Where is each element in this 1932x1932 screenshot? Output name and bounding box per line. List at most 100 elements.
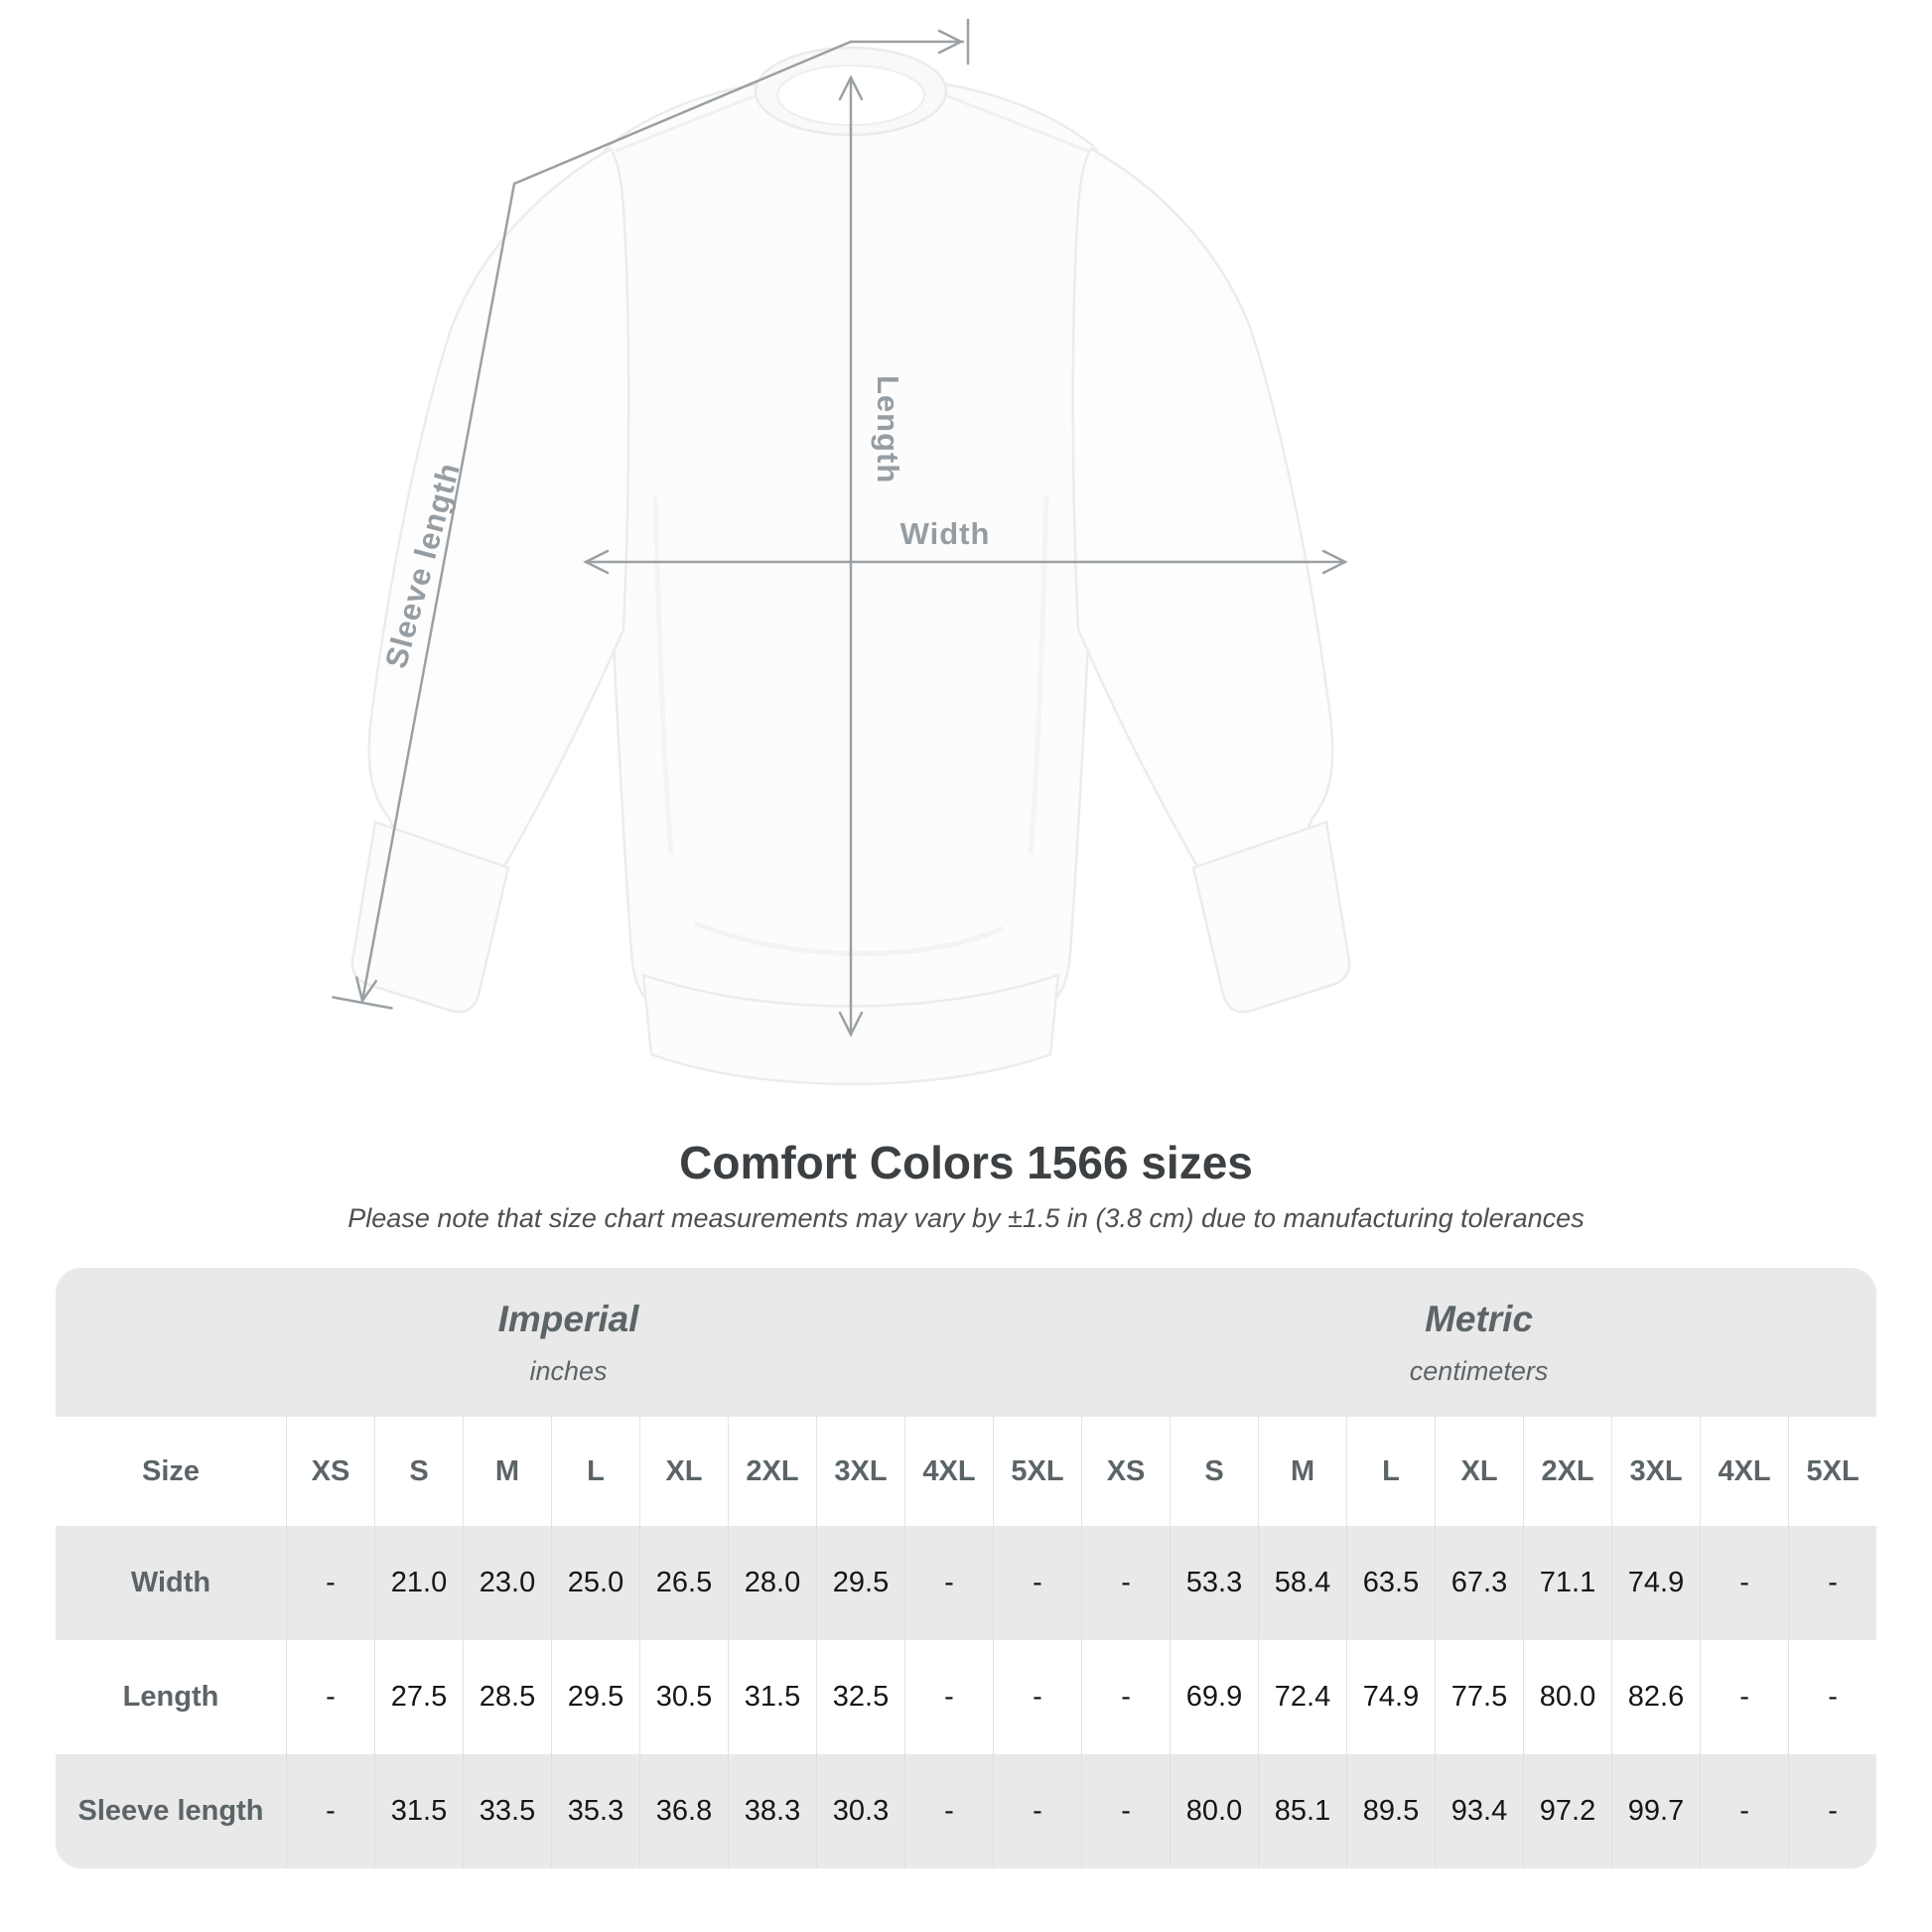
- product-measurement-diagram: Length Width Sleeve length: [332, 18, 1351, 1086]
- size-header-cell: S: [374, 1417, 463, 1526]
- value-cell: 28.5: [463, 1640, 551, 1754]
- value-cell: -: [1700, 1640, 1789, 1754]
- value-cell: -: [993, 1526, 1082, 1640]
- value-cell: 89.5: [1346, 1754, 1436, 1868]
- value-cell: -: [286, 1640, 374, 1754]
- measurement-row: Length -27.5 28.5 29.5 30.5 31.5 32.5- - -69.9 72…: [56, 1640, 1876, 1754]
- value-cell: -: [1788, 1754, 1876, 1868]
- value-cell: 85.1: [1258, 1754, 1347, 1868]
- value-cell: 27.5: [374, 1640, 463, 1754]
- value-cell: 53.3: [1170, 1526, 1259, 1640]
- value-cell: 36.8: [639, 1754, 728, 1868]
- sleeve-length-arrow: [332, 18, 970, 1010]
- measurement-row: Width -21.0 23.0 25.0 26.5 28.0 29.5- - -53.3 58.…: [56, 1526, 1876, 1640]
- value-cell: 97.2: [1523, 1754, 1612, 1868]
- fold-line: [1028, 495, 1049, 855]
- value-cell: 77.5: [1435, 1640, 1524, 1754]
- unit-header-row: Imperial inches Metric centimeters: [56, 1268, 1876, 1417]
- value-cell: 99.7: [1611, 1754, 1701, 1868]
- metric-label: Metric: [1425, 1298, 1534, 1339]
- size-header-cell: M: [1258, 1417, 1347, 1526]
- value-cell: 38.3: [728, 1754, 816, 1868]
- sweatshirt-sleeve-left: [367, 147, 630, 872]
- tolerance-note: Please note that size chart measurements…: [347, 1203, 1585, 1233]
- length-label: Length: [871, 375, 905, 483]
- measurement-row: Sleeve length -31.5 33.5 35.3 36.8 38.3 30.3- -…: [56, 1754, 1876, 1868]
- value-cell: 29.5: [551, 1640, 639, 1754]
- sweatshirt-illustration: [350, 46, 1351, 1086]
- value-cell: 72.4: [1258, 1640, 1347, 1754]
- value-cell: 32.5: [816, 1640, 904, 1754]
- value-cell: 23.0: [463, 1526, 551, 1640]
- size-header-cell: XL: [639, 1417, 728, 1526]
- size-header-cell: 5XL: [993, 1417, 1082, 1526]
- size-header-cell: 5XL: [1788, 1417, 1876, 1526]
- measurement-rows: Imperial inches Metric centimeters Size …: [56, 1268, 1876, 1868]
- size-corner-label: Size: [56, 1417, 286, 1526]
- value-cell: 29.5: [816, 1526, 904, 1640]
- measurement-arrows: [332, 18, 1348, 1037]
- value-cell: -: [1788, 1526, 1876, 1640]
- size-header-cell: XS: [1081, 1417, 1171, 1526]
- value-cell: 74.9: [1346, 1640, 1436, 1754]
- value-cell: 30.5: [639, 1640, 728, 1754]
- sweatshirt-cuff-left: [350, 820, 510, 1014]
- width-arrow: [583, 549, 1348, 575]
- value-cell: -: [286, 1526, 374, 1640]
- value-cell: 67.3: [1435, 1526, 1524, 1640]
- value-cell: 71.1: [1523, 1526, 1612, 1640]
- value-cell: -: [1788, 1640, 1876, 1754]
- imperial-header: Imperial inches: [56, 1268, 1082, 1417]
- size-header-cell: 3XL: [1611, 1417, 1701, 1526]
- size-header-cell: XL: [1435, 1417, 1524, 1526]
- size-header-cell: XS: [286, 1417, 374, 1526]
- value-cell: 35.3: [551, 1754, 639, 1868]
- measurement-row-label: Length: [56, 1640, 286, 1754]
- value-cell: 82.6: [1611, 1640, 1701, 1754]
- value-cell: -: [1700, 1526, 1789, 1640]
- metric-unit-label: centimeters: [1409, 1355, 1549, 1386]
- value-cell: -: [1081, 1526, 1171, 1640]
- value-cell: 74.9: [1611, 1526, 1701, 1640]
- value-cell: 58.4: [1258, 1526, 1347, 1640]
- imperial-unit-label: inches: [529, 1355, 608, 1386]
- size-header-cell: 4XL: [1700, 1417, 1789, 1526]
- value-cell: 28.0: [728, 1526, 816, 1640]
- metric-header: Metric centimeters: [1081, 1268, 1876, 1417]
- value-cell: 21.0: [374, 1526, 463, 1640]
- value-cell: -: [1081, 1640, 1171, 1754]
- value-cell: -: [1700, 1754, 1789, 1868]
- value-cell: 31.5: [374, 1754, 463, 1868]
- value-cell: -: [286, 1754, 374, 1868]
- value-cell: 33.5: [463, 1754, 551, 1868]
- value-cell: 31.5: [728, 1640, 816, 1754]
- shoulder-seam-right: [934, 89, 1089, 153]
- shoulder-seam-left: [615, 89, 767, 153]
- size-header-cell: 3XL: [816, 1417, 904, 1526]
- value-cell: -: [993, 1640, 1082, 1754]
- sweatshirt-sleeve-right: [1071, 147, 1334, 872]
- value-cell: 30.3: [816, 1754, 904, 1868]
- value-cell: 63.5: [1346, 1526, 1436, 1640]
- page-title: Comfort Colors 1566 sizes: [679, 1137, 1253, 1188]
- size-header-cell: S: [1170, 1417, 1259, 1526]
- measurement-row-label: Sleeve length: [56, 1754, 286, 1868]
- value-cell: 80.0: [1170, 1754, 1259, 1868]
- value-cell: -: [904, 1640, 993, 1754]
- value-cell: -: [993, 1754, 1082, 1868]
- size-header-cell: 2XL: [1523, 1417, 1612, 1526]
- value-cell: 80.0: [1523, 1640, 1612, 1754]
- size-header-cell: L: [1346, 1417, 1436, 1526]
- value-cell: -: [1081, 1754, 1171, 1868]
- fold-line: [694, 920, 1005, 957]
- value-cell: 69.9: [1170, 1640, 1259, 1754]
- measurement-row-label: Width: [56, 1526, 286, 1640]
- value-cell: -: [904, 1754, 993, 1868]
- width-label: Width: [900, 516, 991, 551]
- sweatshirt-cuff-right: [1191, 820, 1351, 1014]
- imperial-label: Imperial: [497, 1298, 639, 1339]
- value-cell: 26.5: [639, 1526, 728, 1640]
- size-header-cell: 2XL: [728, 1417, 816, 1526]
- size-chart-table: Imperial inches Metric centimeters Size …: [56, 1268, 1876, 1868]
- sweatshirt-image: Length Width Sleeve length: [332, 18, 1351, 1086]
